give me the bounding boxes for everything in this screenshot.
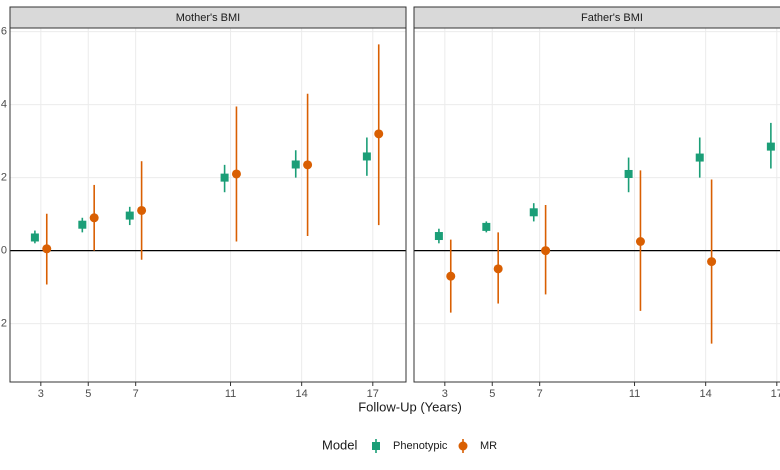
point xyxy=(89,213,99,223)
x-tick-label: 5 xyxy=(489,388,495,400)
point xyxy=(766,142,775,151)
x-tick-label: 17 xyxy=(367,388,379,400)
y-tick-label: 0.0 xyxy=(0,245,7,257)
point xyxy=(434,232,443,241)
point xyxy=(137,205,147,215)
x-tick-label: 14 xyxy=(700,388,712,400)
x-tick-label: 17 xyxy=(771,388,780,400)
point xyxy=(303,160,313,170)
panel-background xyxy=(10,28,406,382)
strip-label: Father's BMI xyxy=(581,12,643,24)
x-axis-label: Follow-Up (Years) xyxy=(358,399,462,414)
point xyxy=(42,244,52,254)
x-tick-label: 7 xyxy=(537,388,543,400)
x-tick-label: 14 xyxy=(296,388,308,400)
legend-swatch xyxy=(372,442,380,450)
point xyxy=(362,152,371,161)
point xyxy=(30,233,39,242)
legend-title: Model xyxy=(322,437,358,452)
legend-label: MR xyxy=(480,440,497,452)
panel-background xyxy=(414,28,780,382)
point xyxy=(291,160,300,169)
point xyxy=(78,220,87,229)
panel-border xyxy=(9,27,407,383)
y-tick-label: 0.2 xyxy=(0,172,7,184)
point xyxy=(220,173,229,182)
point xyxy=(125,211,134,220)
point xyxy=(624,169,633,178)
strip-label: Mother's BMI xyxy=(176,12,240,24)
point xyxy=(635,236,645,246)
x-tick-label: 7 xyxy=(133,388,139,400)
point xyxy=(374,129,384,139)
point xyxy=(446,271,456,281)
point xyxy=(493,264,503,274)
legend-swatch xyxy=(458,441,468,451)
x-tick-label: 3 xyxy=(38,388,44,400)
point xyxy=(695,153,704,162)
point xyxy=(541,246,551,256)
y-tick-label: 0.4 xyxy=(0,99,7,111)
x-tick-label: 11 xyxy=(629,388,640,400)
y-tick-label: 0.6 xyxy=(0,26,7,38)
point xyxy=(529,208,538,217)
x-tick-label: 3 xyxy=(442,388,448,400)
point xyxy=(231,169,241,179)
legend-label: Phenotypic xyxy=(393,440,448,452)
x-tick-label: 11 xyxy=(225,388,236,400)
point xyxy=(707,257,717,267)
panel-border xyxy=(413,27,780,383)
point xyxy=(482,222,491,231)
y-tick-label: -0.2 xyxy=(0,318,7,330)
x-tick-label: 5 xyxy=(85,388,91,400)
